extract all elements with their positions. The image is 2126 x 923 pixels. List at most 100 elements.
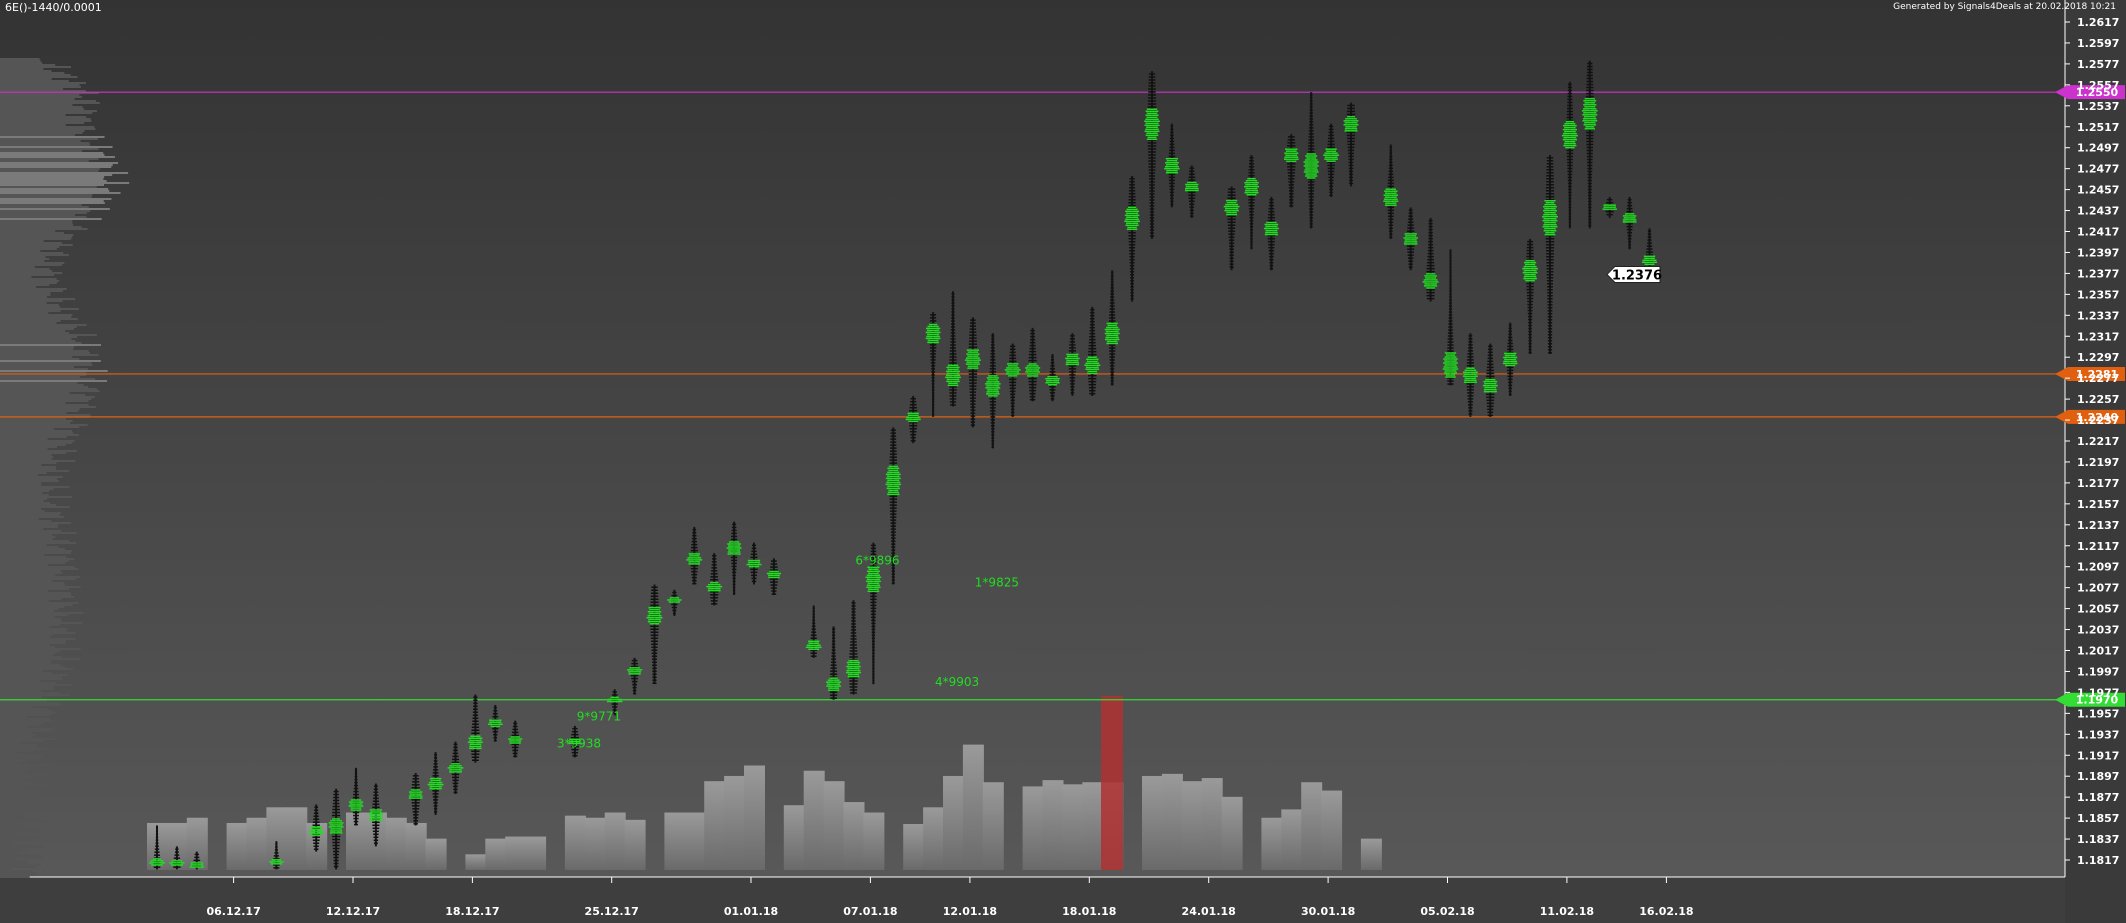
profile-bar — [0, 140, 81, 142]
price-tick-label: 1.2297 — [2077, 351, 2119, 364]
candles — [149, 60, 1658, 870]
profile-bar — [0, 868, 11, 870]
profile-bar — [0, 392, 70, 394]
candle-profile — [1422, 217, 1439, 302]
volume-profile — [0, 58, 130, 878]
candle-profile — [1223, 186, 1240, 271]
profile-bar — [0, 852, 20, 854]
candle-profile — [706, 553, 723, 606]
profile-bar — [0, 846, 46, 848]
volume-bar — [465, 854, 487, 870]
profile-bar — [0, 548, 65, 550]
candle-profile — [568, 725, 582, 758]
profile-bar — [0, 366, 74, 368]
volume-bar — [1062, 784, 1084, 870]
profile-bar — [0, 420, 73, 422]
profile-bar — [0, 674, 68, 676]
candle-profile — [1164, 123, 1180, 208]
profile-bar — [0, 326, 77, 328]
candle-profile — [667, 589, 682, 616]
annotation-label: 1*9825 — [975, 575, 1019, 589]
profile-bar — [0, 70, 52, 72]
profile-bar — [0, 250, 41, 252]
price-tick-label: 1.1997 — [2077, 665, 2119, 678]
date-tick-label: 01.01.18 — [724, 905, 778, 918]
price-tick-label: 1.1877 — [2077, 791, 2119, 804]
profile-bar — [0, 658, 80, 660]
profile-bar — [0, 222, 73, 224]
candle-profile — [964, 317, 981, 428]
profile-bar — [0, 572, 63, 574]
candle-profile — [1104, 270, 1120, 386]
profile-bar — [0, 626, 50, 628]
volume-bar — [346, 812, 367, 870]
profile-bar — [0, 534, 53, 536]
profile-bar — [0, 426, 80, 428]
profile-bar — [0, 728, 55, 730]
profile-bar — [0, 338, 72, 340]
candle-profile — [1343, 102, 1359, 187]
profile-bar — [0, 490, 50, 492]
profile-bar — [0, 772, 26, 774]
profile-bar — [0, 798, 21, 800]
profile-bar — [0, 92, 99, 94]
profile-bar — [0, 742, 22, 744]
price-levels: 1.2550 1.2281 1.2240 1.1970 — [0, 85, 2125, 707]
profile-bar — [0, 622, 83, 624]
candle-profile — [447, 741, 464, 795]
profile-bar — [0, 860, 27, 862]
profile-bar — [0, 328, 75, 330]
profile-bar — [0, 528, 44, 530]
profile-bar — [0, 536, 56, 538]
profile-bar — [0, 192, 121, 194]
profile-bar — [0, 618, 61, 620]
profile-bar — [0, 854, 40, 856]
profile-bar — [0, 266, 35, 268]
profile-bar — [0, 666, 65, 668]
profile-bar — [0, 630, 67, 632]
profile-bar — [0, 660, 52, 662]
profile-bar — [0, 770, 26, 772]
profile-bar — [0, 382, 78, 384]
candle-profile — [885, 427, 902, 585]
profile-bar — [0, 296, 48, 298]
profile-bar — [0, 394, 85, 396]
profile-bar — [0, 582, 65, 584]
profile-bar — [0, 276, 32, 278]
profile-bar — [0, 288, 67, 290]
profile-bar — [0, 200, 104, 202]
profile-bar — [0, 176, 105, 178]
profile-bar — [0, 272, 63, 274]
profile-bar — [0, 706, 32, 708]
annotation-label: 9*9771 — [577, 709, 621, 723]
profile-bar — [0, 676, 63, 678]
profile-bar — [0, 82, 86, 84]
volume-bar — [1181, 781, 1203, 870]
price-tick-label: 1.2537 — [2077, 100, 2119, 113]
profile-bar — [0, 232, 65, 234]
profile-bar — [0, 530, 62, 532]
profile-bar — [0, 512, 62, 514]
profile-bar — [0, 486, 70, 488]
profile-bar — [0, 60, 41, 62]
profile-bar — [0, 216, 87, 218]
candle-profile — [686, 526, 703, 585]
profile-bar — [0, 226, 82, 228]
profile-bar — [0, 550, 72, 552]
profile-bar — [0, 168, 100, 170]
profile-bar — [0, 336, 77, 338]
profile-bar — [0, 504, 57, 506]
candle-profile — [726, 521, 742, 595]
price-tick-label: 1.2197 — [2077, 456, 2119, 469]
level-price-tag: 1.1970 — [2055, 692, 2125, 707]
volume-bar — [1042, 780, 1064, 870]
volume-bar — [286, 807, 308, 870]
profile-bar — [0, 608, 59, 610]
profile-bar — [0, 632, 76, 634]
candle-profile — [1502, 322, 1518, 396]
profile-bar — [0, 462, 57, 464]
profile-bar — [0, 122, 85, 124]
profile-bar — [0, 844, 34, 846]
profile-bar — [0, 606, 65, 608]
date-tick-label: 05.02.18 — [1420, 905, 1474, 918]
